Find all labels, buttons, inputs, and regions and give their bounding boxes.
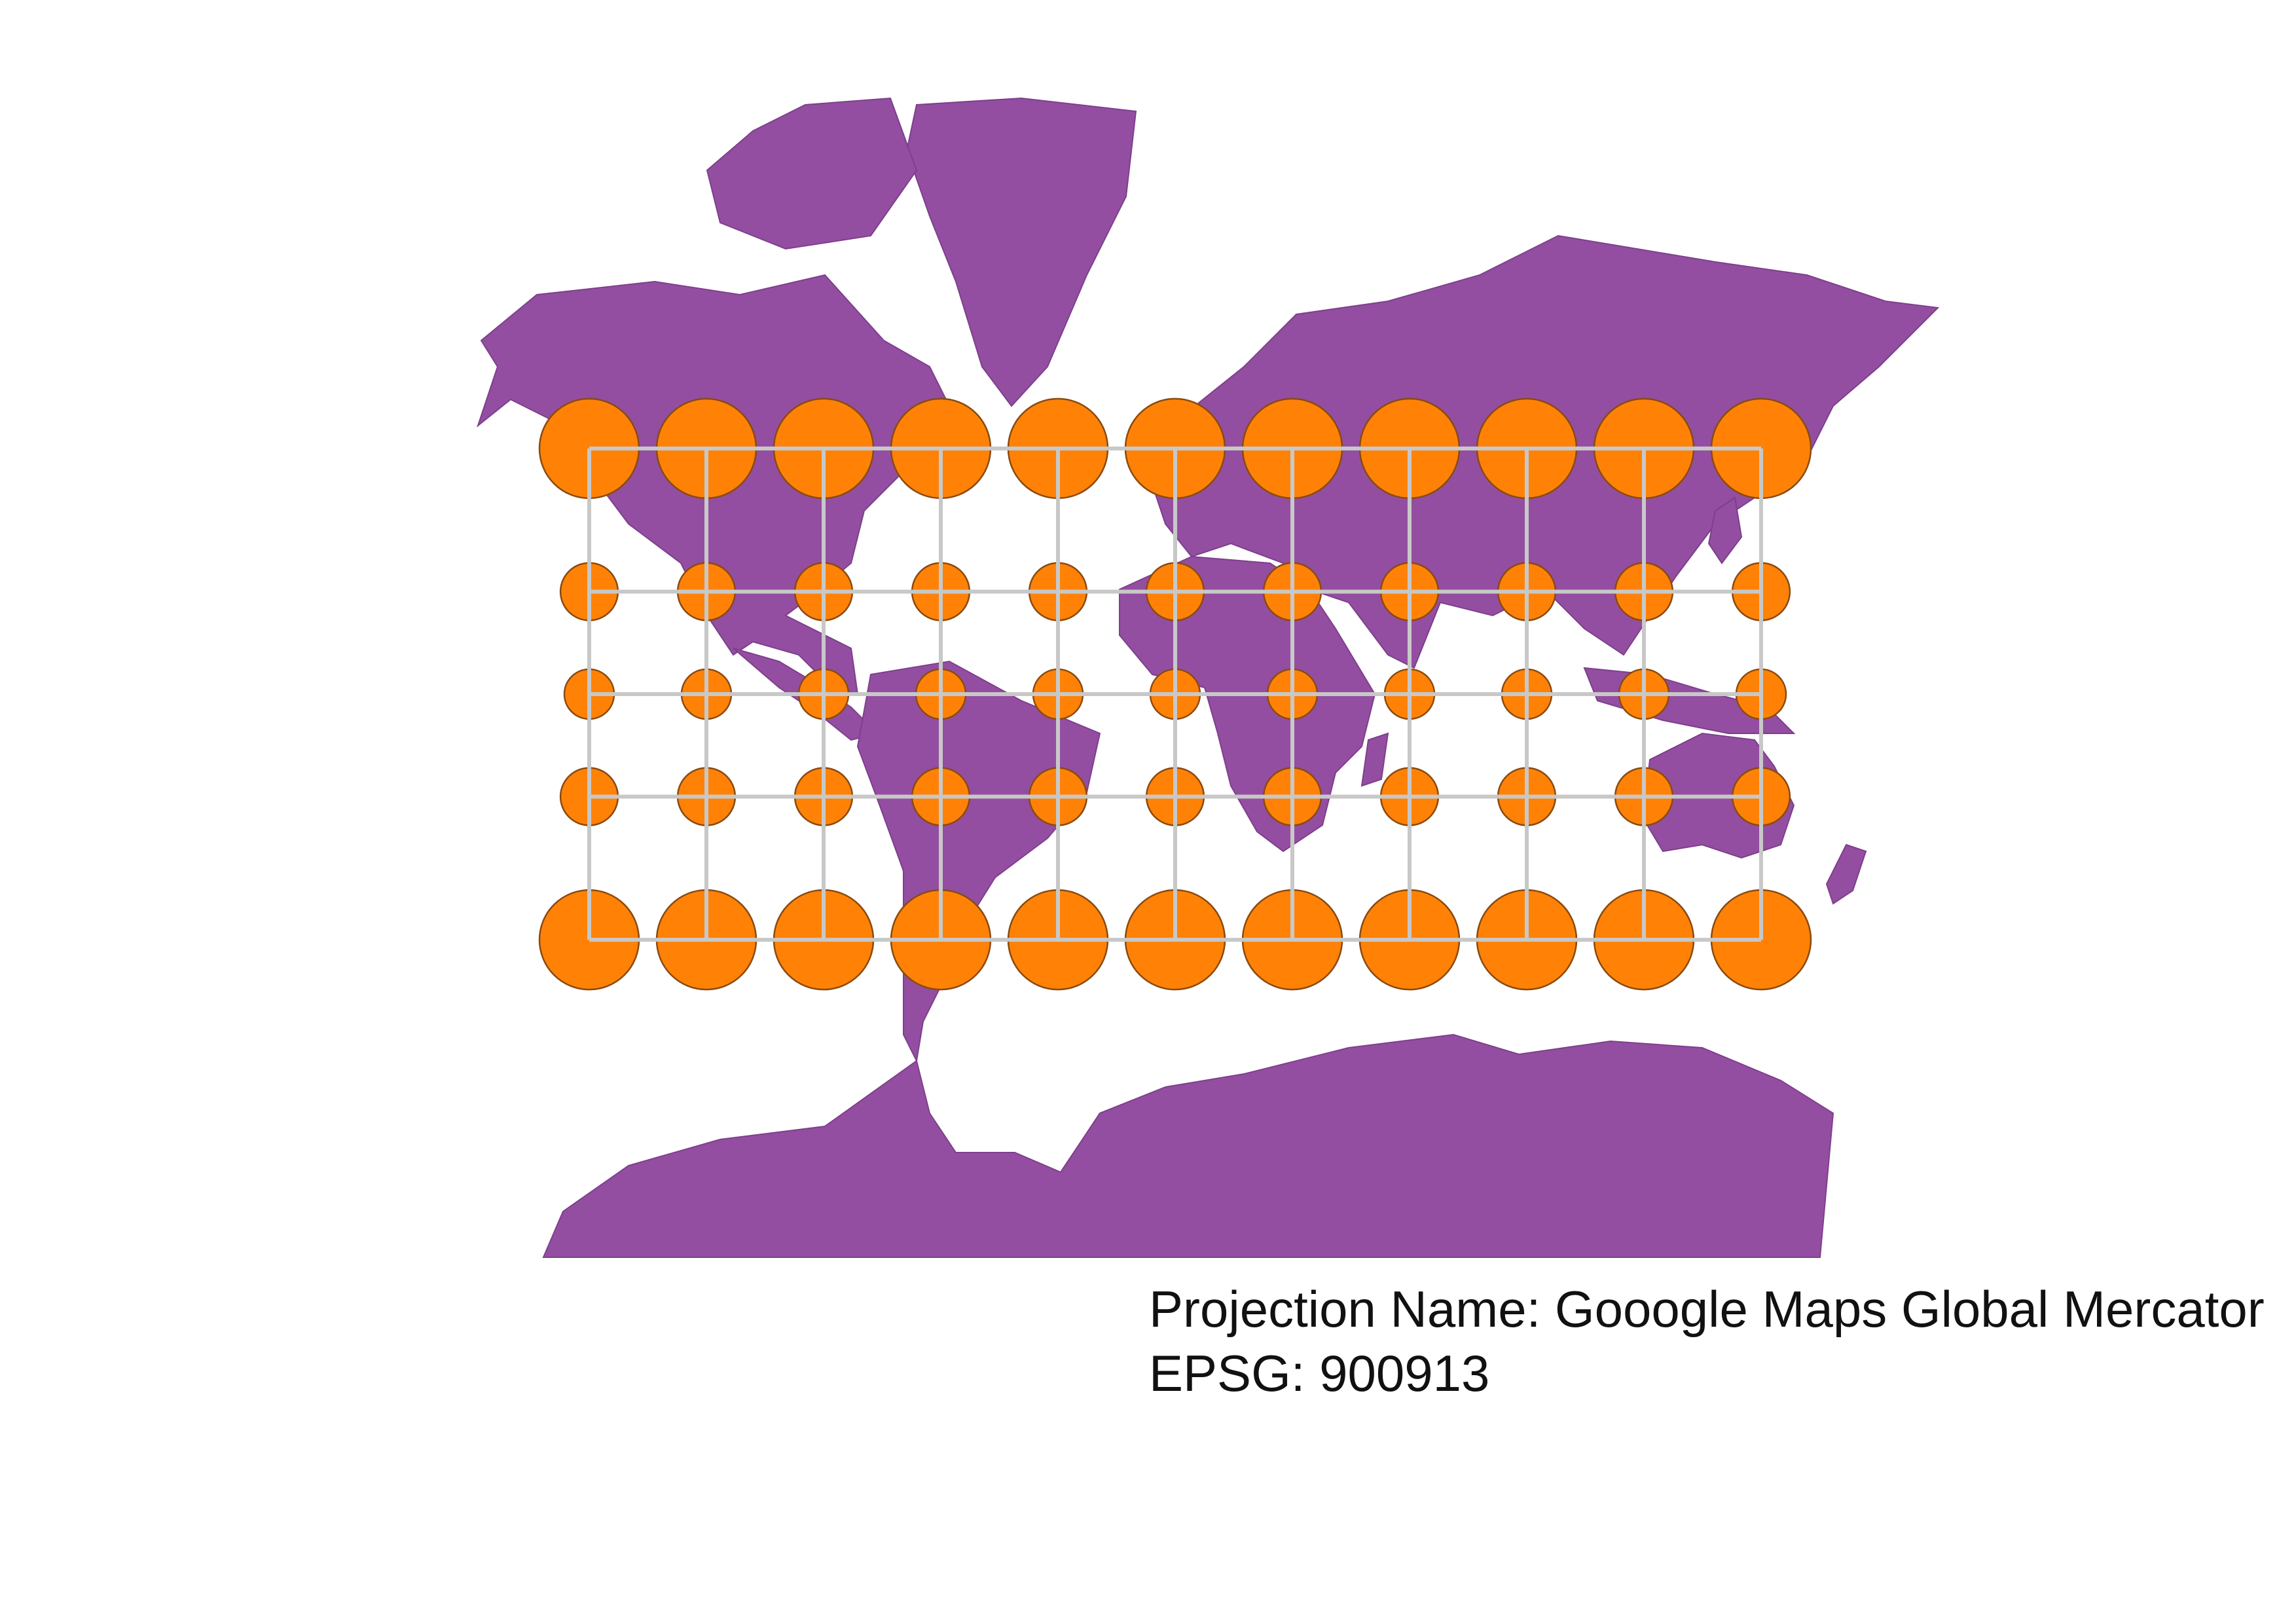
epsg-code-label: EPSG: 900913 [1149, 1344, 1490, 1402]
graticule-grid [587, 446, 1763, 942]
projection-name-label: Projection Name: Gooogle Maps Global Mer… [1149, 1280, 2265, 1338]
japan [1707, 496, 1743, 564]
map-caption: Projection Name: Gooogle Maps Global Mer… [1149, 1277, 2265, 1405]
arctic-islands [706, 97, 918, 250]
south-america [856, 660, 1101, 1063]
madagascar [1360, 732, 1389, 787]
antarctica [542, 1033, 1834, 1258]
greenland [905, 97, 1137, 407]
new-zealand [1825, 843, 1867, 905]
